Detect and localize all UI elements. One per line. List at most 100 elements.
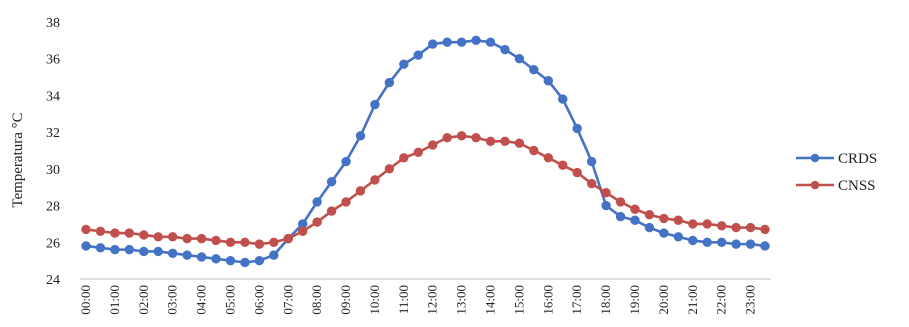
data-point-cnss [225,237,236,247]
data-point-crds [413,50,423,60]
data-point-cnss [558,160,568,170]
data-point-cnss [298,226,308,236]
legend-point-marker [810,180,820,190]
x-tick-label: 09:00 [338,285,353,315]
data-point-cnss [124,228,135,238]
data-point-crds [110,244,120,255]
data-point-crds [572,123,582,134]
data-point-cnss [572,167,582,178]
data-point-crds [442,37,452,47]
legend-label: CRDS [838,151,877,167]
data-point-crds [485,37,496,47]
data-point-crds [95,243,106,253]
data-point-crds [196,252,207,262]
data-point-cnss [659,213,669,224]
data-point-crds [644,222,655,233]
x-tick-label: 08:00 [309,285,324,315]
data-point-cnss [615,197,626,207]
y-tick-label: 36 [46,53,60,68]
x-tick-label: 22:00 [714,285,729,315]
legend-item-crds: CRDS [796,151,877,167]
data-point-cnss [760,224,770,235]
data-point-cnss [442,132,452,143]
data-point-crds [716,237,727,247]
data-point-cnss [471,132,481,143]
x-tick-label: 13:00 [454,285,469,315]
data-point-cnss [153,232,163,242]
data-point-crds [745,239,756,249]
x-tick-label: 00:00 [78,285,93,315]
data-point-cnss [399,153,409,163]
data-point-cnss [341,197,351,207]
data-point-cnss [139,230,149,240]
data-point-cnss [485,136,496,147]
data-point-crds [471,35,481,46]
data-point-cnss [745,222,756,233]
series-cnss [81,131,770,249]
legend-label: CNSS [838,178,876,194]
data-point-crds [731,239,741,249]
x-tick-label: 16:00 [540,285,555,315]
data-point-crds [269,250,279,260]
data-point-cnss [716,221,727,231]
data-point-crds [630,215,640,225]
y-axis-tick-labels: 24 26 28 30 32 34 36 38 [46,16,60,288]
data-point-crds [81,241,91,251]
x-tick-label: 15:00 [511,285,526,315]
data-point-crds [225,255,236,266]
x-tick-label: 23:00 [743,285,758,315]
data-point-cnss [370,175,380,185]
x-tick-label: 06:00 [251,285,266,315]
y-tick-label: 32 [46,126,60,141]
data-point-cnss [355,186,366,196]
data-point-crds [615,211,626,222]
data-point-crds [370,99,380,110]
y-tick-label: 30 [46,163,60,178]
data-point-cnss [731,222,741,233]
data-point-crds [355,131,366,141]
x-tick-label: 07:00 [280,285,295,315]
data-point-crds [211,254,221,264]
series-line-cnss [85,134,766,246]
data-point-crds [543,76,553,86]
y-tick-label: 38 [46,16,60,31]
data-point-cnss [211,235,221,246]
data-point-cnss [196,233,207,244]
x-tick-label: 10:00 [367,285,382,315]
x-tick-label: 05:00 [222,285,237,315]
data-point-cnss [630,204,640,214]
y-tick-label: 26 [46,236,60,251]
data-point-crds [601,200,611,211]
data-point-cnss [644,210,655,220]
data-point-crds [529,65,539,75]
data-point-cnss [456,131,467,141]
x-tick-label: 11:00 [396,285,411,314]
data-point-crds [586,156,597,167]
data-point-crds [399,59,409,69]
data-point-cnss [688,219,698,229]
x-tick-label: 20:00 [656,285,671,315]
data-point-cnss [586,178,597,189]
data-point-crds [124,244,135,255]
data-point-crds [500,44,510,55]
data-point-cnss [81,224,91,235]
data-point-crds [688,235,698,246]
data-point-cnss [543,153,553,163]
x-tick-label: 18:00 [598,285,613,315]
data-point-crds [139,246,149,257]
data-point-cnss [500,136,510,147]
data-point-crds [514,54,525,64]
y-tick-label: 28 [46,200,60,215]
data-point-cnss [514,138,525,148]
data-point-cnss [167,232,178,242]
legend-item-cnss: CNSS [796,178,876,194]
data-point-crds [167,248,178,259]
data-point-crds [326,177,337,187]
data-point-crds [760,241,770,251]
data-point-crds [428,39,438,49]
data-point-cnss [326,206,337,216]
data-point-cnss [384,164,395,174]
data-point-cnss [182,233,192,244]
data-point-cnss [269,237,279,247]
